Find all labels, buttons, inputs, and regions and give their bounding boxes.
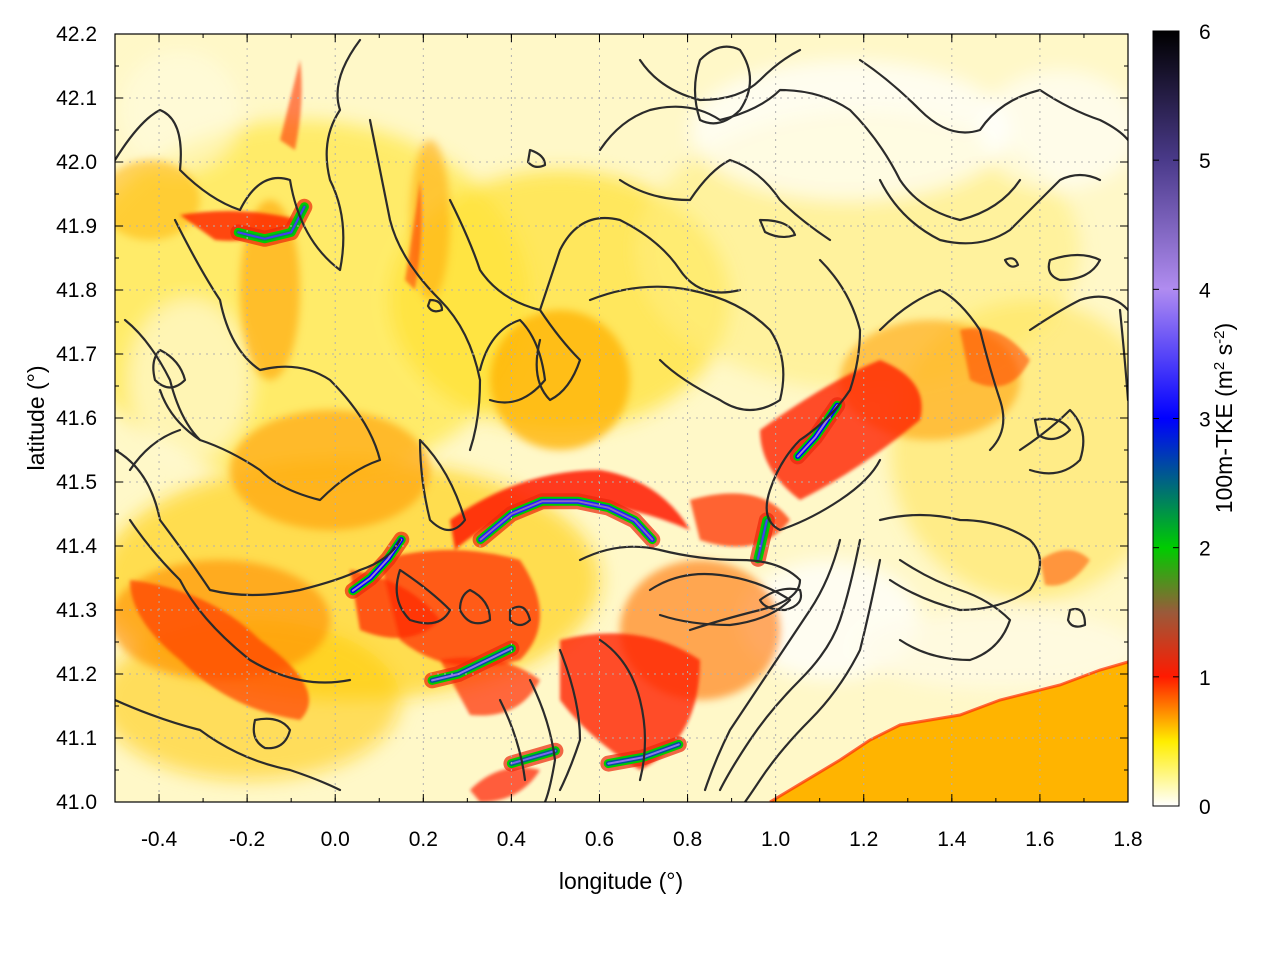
colorbar-tick-label: 5 xyxy=(1199,150,1211,173)
y-tick-label: 41.7 xyxy=(56,343,97,366)
colorbar-tick-label: 6 xyxy=(1199,21,1211,44)
x-tick-label: 0.6 xyxy=(585,828,614,851)
contour-line xyxy=(703,538,842,792)
contour-line xyxy=(115,698,342,792)
contour-line xyxy=(158,218,382,502)
y-tick-label: 41.1 xyxy=(56,727,97,750)
y-axis-title: latitude (°) xyxy=(23,365,49,470)
contour-line xyxy=(458,588,492,625)
colorbar-tick-label: 2 xyxy=(1199,538,1211,561)
y-tick-label: 41.4 xyxy=(56,535,97,558)
contour-line xyxy=(743,558,882,802)
contour-line xyxy=(578,545,802,632)
contour-line xyxy=(1018,408,1085,475)
heatmap-field xyxy=(115,34,1128,802)
heatmap-orange-layer xyxy=(115,140,1020,700)
contour-line xyxy=(252,717,292,750)
contour-line xyxy=(638,48,802,102)
contour-line xyxy=(1047,253,1102,282)
contour-line xyxy=(115,448,402,597)
x-tick-label: 0.2 xyxy=(409,828,438,851)
contour-line xyxy=(758,218,797,239)
contour-line xyxy=(395,568,452,625)
contour-line xyxy=(618,158,832,242)
colorbar-tick-label: 4 xyxy=(1199,279,1211,302)
colorbar: 0 1 2 3 4 5 6 100m-TKE (m2 s-2) xyxy=(1152,21,1237,819)
contour-line xyxy=(898,558,1012,662)
y-tick-labels: 41.0 41.1 41.2 41.3 41.4 41.5 41.6 41.7 41.8 41.9… xyxy=(56,23,97,814)
y-tick-label: 41.9 xyxy=(56,215,97,238)
contour-line xyxy=(448,198,742,312)
colorbar-tick-label: 0 xyxy=(1199,796,1211,819)
contour-line xyxy=(693,45,751,125)
x-tick-label: 1.6 xyxy=(1025,828,1054,851)
y-tick-label: 42.0 xyxy=(56,151,97,174)
contour-line xyxy=(878,288,1005,452)
colorbar-tick-label: 1 xyxy=(1199,667,1211,690)
y-tick-label: 42.1 xyxy=(56,87,97,110)
contour-line xyxy=(418,438,467,532)
x-tick-label: 1.4 xyxy=(937,828,967,851)
contour-line xyxy=(1028,295,1128,332)
y-tick-label: 41.8 xyxy=(56,279,97,302)
contour-line xyxy=(718,538,862,792)
contour-line xyxy=(1118,308,1128,402)
contour-line xyxy=(598,638,647,782)
contour-line xyxy=(558,648,582,792)
high-tke-band xyxy=(503,742,564,772)
x-tick-label: -0.4 xyxy=(141,828,178,851)
contour-line xyxy=(1033,417,1072,441)
axis-ticks xyxy=(114,33,1129,803)
contour-line xyxy=(1003,257,1020,268)
x-tick-label: 1.2 xyxy=(849,828,878,851)
contour-line xyxy=(152,348,187,389)
x-tick-label: 0.8 xyxy=(673,828,702,851)
x-axis-title: longitude (°) xyxy=(559,868,683,894)
contour-line xyxy=(508,605,532,627)
contour-line xyxy=(528,678,557,802)
y-tick-label: 41.3 xyxy=(56,599,97,622)
contour-line xyxy=(128,518,352,684)
contour-line xyxy=(368,118,482,452)
y-tick-label: 42.2 xyxy=(56,23,97,46)
contour-line xyxy=(648,572,792,627)
y-tick-label: 41.0 xyxy=(56,791,97,814)
contour-line xyxy=(1066,607,1087,628)
x-tick-label: 0.4 xyxy=(497,828,527,851)
contour-line xyxy=(426,298,444,313)
high-tke-band xyxy=(750,512,775,567)
x-tick-label: 1.8 xyxy=(1113,828,1142,851)
x-tick-label: 1.0 xyxy=(761,828,790,851)
terrain-contours xyxy=(115,38,1128,802)
y-tick-label: 41.2 xyxy=(56,663,97,686)
x-tick-labels: -0.4 -0.2 0.0 0.2 0.4 0.6 0.8 1.0 1.2 1.4 1.6 1.8 xyxy=(141,828,1143,851)
high-tke-band xyxy=(424,640,520,689)
sea-region xyxy=(770,662,1128,802)
high-tke-band xyxy=(230,198,313,247)
contour-line xyxy=(123,318,202,442)
y-tick-label: 41.5 xyxy=(56,471,97,494)
y-tick-label: 41.6 xyxy=(56,407,97,430)
x-tick-label: 0.0 xyxy=(321,828,350,851)
contour-line xyxy=(498,698,527,782)
contour-line xyxy=(765,258,882,532)
contour-line xyxy=(588,285,785,411)
colorbar-label: 100m-TKE (m2 s-2) xyxy=(1211,323,1237,513)
contour-line xyxy=(526,148,547,169)
contour-line xyxy=(115,38,362,272)
contour-line xyxy=(858,58,1128,142)
contour-line xyxy=(535,308,582,402)
high-tke-band xyxy=(472,493,661,548)
contour-line xyxy=(758,587,803,612)
x-tick-label: -0.2 xyxy=(229,828,265,851)
contour-line xyxy=(128,428,182,472)
contour-line xyxy=(878,173,1102,245)
contour-line xyxy=(478,318,547,404)
colorbar-tick-label: 3 xyxy=(1199,409,1211,432)
colorbar-ticks: 0 1 2 3 4 5 6 xyxy=(1153,21,1211,819)
